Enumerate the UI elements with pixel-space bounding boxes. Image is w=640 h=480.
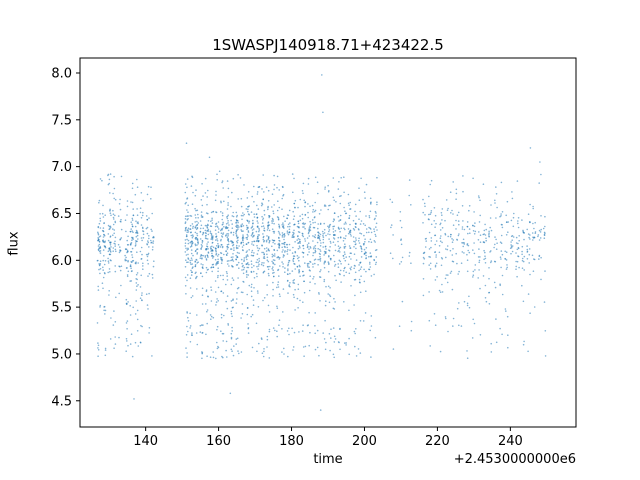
svg-text:140: 140 xyxy=(133,434,158,449)
svg-text:6.5: 6.5 xyxy=(51,207,72,222)
svg-text:8.0: 8.0 xyxy=(51,66,72,81)
svg-text:240: 240 xyxy=(498,434,523,449)
svg-text:4.5: 4.5 xyxy=(51,394,72,409)
svg-text:180: 180 xyxy=(279,434,304,449)
x-axis-offset-label: +2.4530000000e6 xyxy=(453,452,576,467)
svg-text:6.0: 6.0 xyxy=(51,254,72,269)
svg-text:5.5: 5.5 xyxy=(51,301,72,316)
svg-text:7.5: 7.5 xyxy=(51,113,72,128)
svg-text:220: 220 xyxy=(425,434,450,449)
svg-text:7.0: 7.0 xyxy=(51,160,72,175)
chart-title: 1SWASPJ140918.71+423422.5 xyxy=(212,36,444,54)
x-axis-label: time xyxy=(313,452,343,467)
svg-text:160: 160 xyxy=(206,434,231,449)
svg-text:5.0: 5.0 xyxy=(51,347,72,362)
svg-text:200: 200 xyxy=(352,434,377,449)
